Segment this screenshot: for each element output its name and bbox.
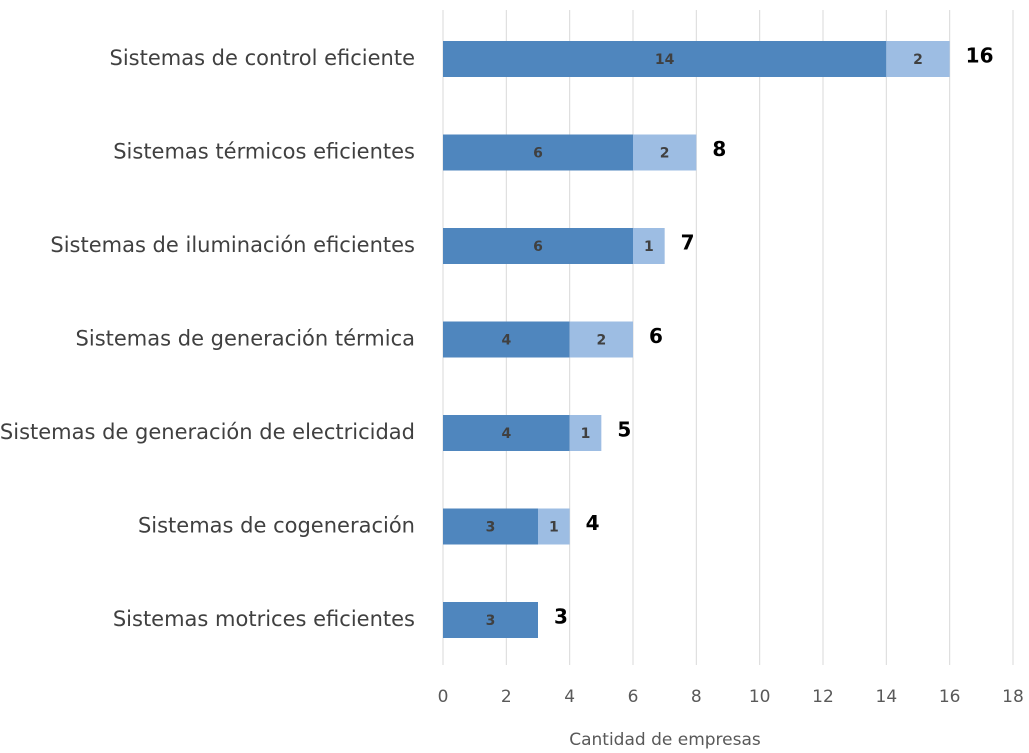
bar-segment <box>633 134 697 171</box>
x-tick-label: 14 <box>876 687 898 707</box>
segment-label: 1 <box>549 520 559 536</box>
bar-segment <box>886 41 950 77</box>
category-label: Sistemas térmicos eficientes <box>113 140 415 164</box>
bar-segment <box>443 321 570 358</box>
total-label: 6 <box>649 324 663 348</box>
segment-label: 6 <box>533 146 543 162</box>
bar-segment <box>443 602 538 638</box>
bar-segment <box>569 415 602 451</box>
segment-label: 3 <box>486 613 496 629</box>
x-tick-label: 10 <box>749 687 771 707</box>
category-label: Sistemas de generación de electricidad <box>0 420 415 444</box>
category-label: Sistemas de cogeneración <box>138 514 415 538</box>
category-label: Sistemas de generación térmica <box>76 327 415 351</box>
bar-segment <box>443 508 538 545</box>
segment-label: 4 <box>501 426 511 442</box>
segment-label: 2 <box>596 333 606 349</box>
category-label: Sistemas de control eficiente <box>109 46 415 70</box>
bar-segment <box>633 228 665 264</box>
total-label: 16 <box>966 44 994 68</box>
x-tick-label: 4 <box>564 687 575 707</box>
total-label: 8 <box>712 137 726 161</box>
bar-segment <box>443 41 887 77</box>
category-label: Sistemas motrices eficientes <box>113 607 415 631</box>
category-label: Sistemas de iluminación eficientes <box>50 233 415 257</box>
segment-label: 3 <box>486 520 496 536</box>
segment-label: 4 <box>501 333 511 349</box>
segment-label: 14 <box>655 52 675 68</box>
total-label: 5 <box>617 418 631 442</box>
segment-label: 1 <box>581 426 591 442</box>
segment-label: 6 <box>533 239 543 255</box>
x-tick-label: 16 <box>939 687 961 707</box>
bar-segment <box>443 228 633 264</box>
total-label: 4 <box>586 511 600 535</box>
x-tick-label: 6 <box>628 687 639 707</box>
x-tick-label: 12 <box>812 687 834 707</box>
total-label: 7 <box>681 231 695 255</box>
segment-label: 2 <box>660 146 670 162</box>
bar-segment <box>538 508 570 545</box>
segment-label: 2 <box>913 52 923 68</box>
total-label: 3 <box>554 605 568 629</box>
segment-label: 1 <box>644 239 654 255</box>
bar-segment <box>443 415 570 451</box>
x-tick-label: 2 <box>501 687 512 707</box>
bar-segment <box>569 321 633 358</box>
bar-segment <box>443 134 633 171</box>
x-tick-label: 18 <box>1002 687 1024 707</box>
x-tick-label: 0 <box>438 687 449 707</box>
x-tick-label: 8 <box>691 687 702 707</box>
x-axis-title: Cantidad de empresas <box>569 730 761 750</box>
